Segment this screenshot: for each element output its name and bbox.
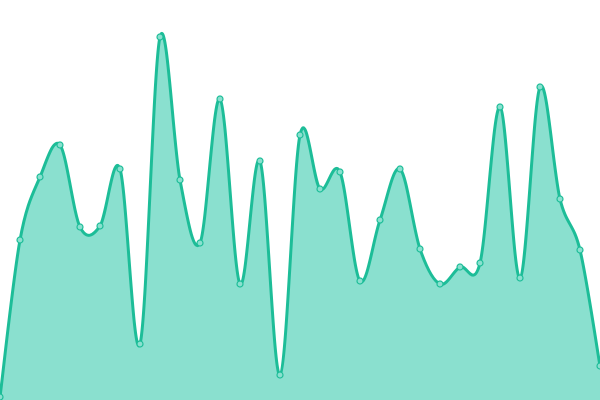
data-point-1	[16, 236, 24, 244]
data-point-23	[456, 263, 464, 271]
data-point-22	[436, 280, 444, 288]
data-point-27	[536, 83, 544, 91]
data-markers	[0, 33, 600, 400]
data-point-5	[96, 222, 104, 230]
data-point-20	[396, 165, 404, 173]
data-point-10	[196, 239, 204, 247]
data-point-8	[156, 33, 164, 41]
data-point-12	[236, 280, 244, 288]
data-point-4	[76, 223, 84, 231]
area-fill	[0, 33, 600, 400]
data-point-16	[316, 185, 324, 193]
data-point-24	[476, 259, 484, 267]
data-point-26	[516, 274, 524, 282]
data-point-6	[116, 165, 124, 173]
data-point-3	[56, 141, 64, 149]
data-point-13	[256, 157, 264, 165]
data-point-0	[0, 393, 4, 400]
data-point-18	[356, 277, 364, 285]
data-point-14	[276, 371, 284, 379]
series-line	[0, 32, 600, 398]
data-point-2	[36, 173, 44, 181]
data-point-30	[596, 362, 600, 370]
data-point-17	[336, 168, 344, 176]
data-point-28	[556, 195, 564, 203]
data-point-19	[376, 216, 384, 224]
data-point-25	[496, 103, 504, 111]
data-point-7	[136, 340, 144, 348]
data-point-21	[416, 245, 424, 253]
data-point-9	[176, 176, 184, 184]
data-point-29	[576, 246, 584, 254]
data-point-11	[216, 95, 224, 103]
data-point-15	[296, 131, 304, 139]
